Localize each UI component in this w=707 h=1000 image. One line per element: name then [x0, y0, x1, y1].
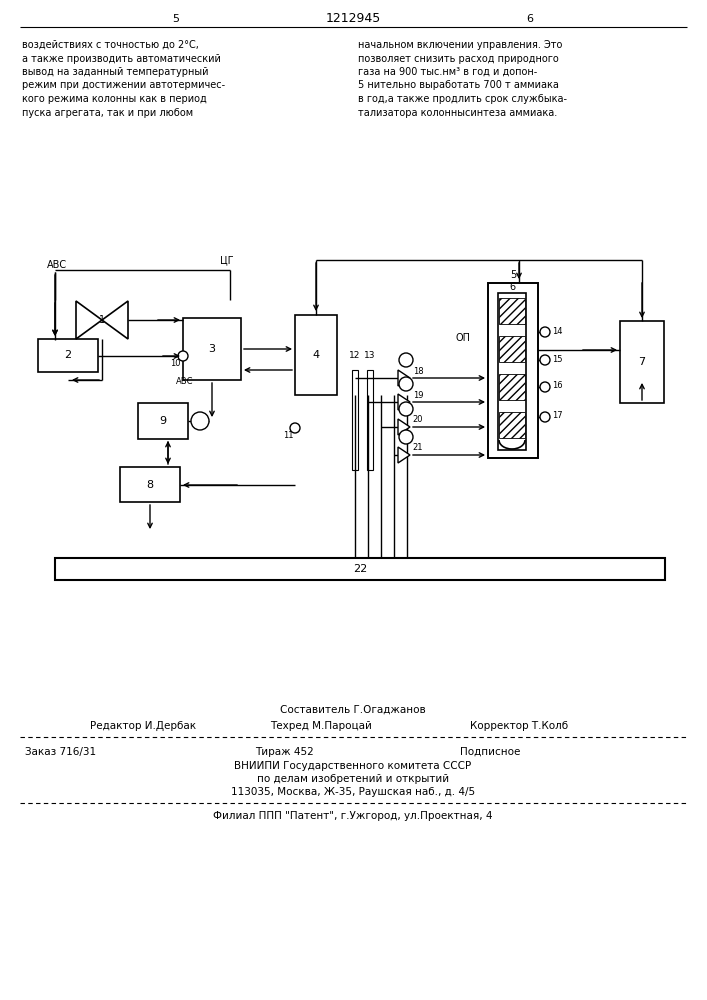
Text: 1: 1 [99, 315, 105, 325]
Text: в год,а также продлить срок службыка-: в год,а также продлить срок службыка- [358, 94, 567, 104]
Text: 7: 7 [638, 357, 645, 367]
Bar [295, 315, 337, 395]
Text: 22: 22 [353, 564, 367, 574]
Text: кого режима колонны как в период: кого режима колонны как в период [22, 94, 206, 104]
Text: 12: 12 [349, 351, 361, 360]
Text: 8: 8 [146, 480, 153, 489]
Text: вывод на заданный температурный: вывод на заданный температурный [22, 67, 209, 77]
Text: тализатора колоннысинтеза аммиака.: тализатора колоннысинтеза аммиака. [358, 107, 557, 117]
Text: 6: 6 [527, 14, 534, 24]
Text: АВС: АВС [176, 377, 194, 386]
Text: АВС: АВС [47, 260, 67, 270]
Circle shape [399, 402, 413, 416]
Text: Составитель Г.Огаджанов: Составитель Г.Огаджанов [280, 705, 426, 715]
Bar [55, 558, 665, 580]
Text: режим при достижении автотермичес-: режим при достижении автотермичес- [22, 81, 225, 91]
Text: начальном включении управления. Это: начальном включении управления. Это [358, 40, 562, 50]
Text: 13: 13 [364, 351, 375, 360]
Text: 2: 2 [64, 351, 71, 360]
Bar [120, 467, 180, 502]
Circle shape [399, 353, 413, 367]
Bar [138, 403, 188, 439]
Circle shape [178, 351, 188, 361]
Text: Тираж 452: Тираж 452 [255, 747, 314, 757]
Text: 21: 21 [413, 444, 423, 452]
Circle shape [399, 377, 413, 391]
Text: 5: 5 [173, 14, 180, 24]
Text: пуска агрегата, так и при любом: пуска агрегата, так и при любом [22, 107, 193, 117]
Polygon shape [102, 301, 128, 339]
Text: позволяет снизить расход природного: позволяет снизить расход природного [358, 53, 559, 64]
Text: ОП: ОП [455, 333, 470, 343]
Text: ВНИИПИ Государственного комитета СССР: ВНИИПИ Государственного комитета СССР [235, 761, 472, 771]
Text: Заказ 716/31: Заказ 716/31 [25, 747, 96, 757]
Text: 15: 15 [551, 355, 562, 363]
Circle shape [540, 382, 550, 392]
Text: 113035, Москва, Ж-35, Раушская наб., д. 4/5: 113035, Москва, Ж-35, Раушская наб., д. … [231, 787, 475, 797]
Text: 18: 18 [413, 366, 423, 375]
Text: 4: 4 [312, 350, 320, 360]
Text: а также производить автоматический: а также производить автоматический [22, 53, 221, 64]
Bar [499, 412, 525, 438]
Polygon shape [398, 370, 410, 386]
Text: 3: 3 [209, 344, 216, 354]
Polygon shape [398, 394, 410, 410]
Text: Редактор И.Дербак: Редактор И.Дербак [90, 721, 196, 731]
Bar [367, 370, 373, 470]
Text: Корректор Т.Колб: Корректор Т.Колб [470, 721, 568, 731]
Text: газа на 900 тыс.нм³ в год и допон-: газа на 900 тыс.нм³ в год и допон- [358, 67, 537, 77]
Text: 1212945: 1212945 [325, 12, 380, 25]
Bar [183, 318, 241, 380]
Bar [38, 339, 98, 372]
Text: 19: 19 [413, 390, 423, 399]
Text: 11: 11 [283, 432, 293, 440]
Circle shape [540, 355, 550, 365]
Text: ЦГ: ЦГ [220, 255, 233, 265]
Text: Филиал ППП "Патент", г.Ужгород, ул.Проектная, 4: Филиал ППП "Патент", г.Ужгород, ул.Проек… [214, 811, 493, 821]
Bar [620, 321, 664, 403]
Text: по делам изобретений и открытий: по делам изобретений и открытий [257, 774, 449, 784]
Circle shape [191, 412, 209, 430]
Text: 6: 6 [509, 282, 515, 292]
Text: 9: 9 [160, 416, 167, 426]
Text: Подписное: Подписное [460, 747, 520, 757]
Text: 14: 14 [551, 326, 562, 336]
Text: 5 нительно выработать 700 т аммиака: 5 нительно выработать 700 т аммиака [358, 81, 559, 91]
Bar [499, 374, 525, 400]
Text: 20: 20 [413, 416, 423, 424]
Polygon shape [398, 419, 410, 435]
Polygon shape [76, 301, 102, 339]
Circle shape [540, 327, 550, 337]
Bar [499, 298, 525, 324]
Text: 17: 17 [551, 412, 562, 420]
Circle shape [540, 412, 550, 422]
Circle shape [399, 430, 413, 444]
Text: 5: 5 [510, 270, 516, 280]
Bar [488, 283, 538, 458]
Text: Техред М.Пароцай: Техред М.Пароцай [270, 721, 372, 731]
Circle shape [290, 423, 300, 433]
Text: 10: 10 [170, 360, 180, 368]
Text: воздействиях с точностью до 2°С,: воздействиях с точностью до 2°С, [22, 40, 199, 50]
Bar [499, 336, 525, 362]
Text: 16: 16 [551, 381, 562, 390]
Polygon shape [398, 447, 410, 463]
Bar [352, 370, 358, 470]
Bar [498, 293, 526, 450]
